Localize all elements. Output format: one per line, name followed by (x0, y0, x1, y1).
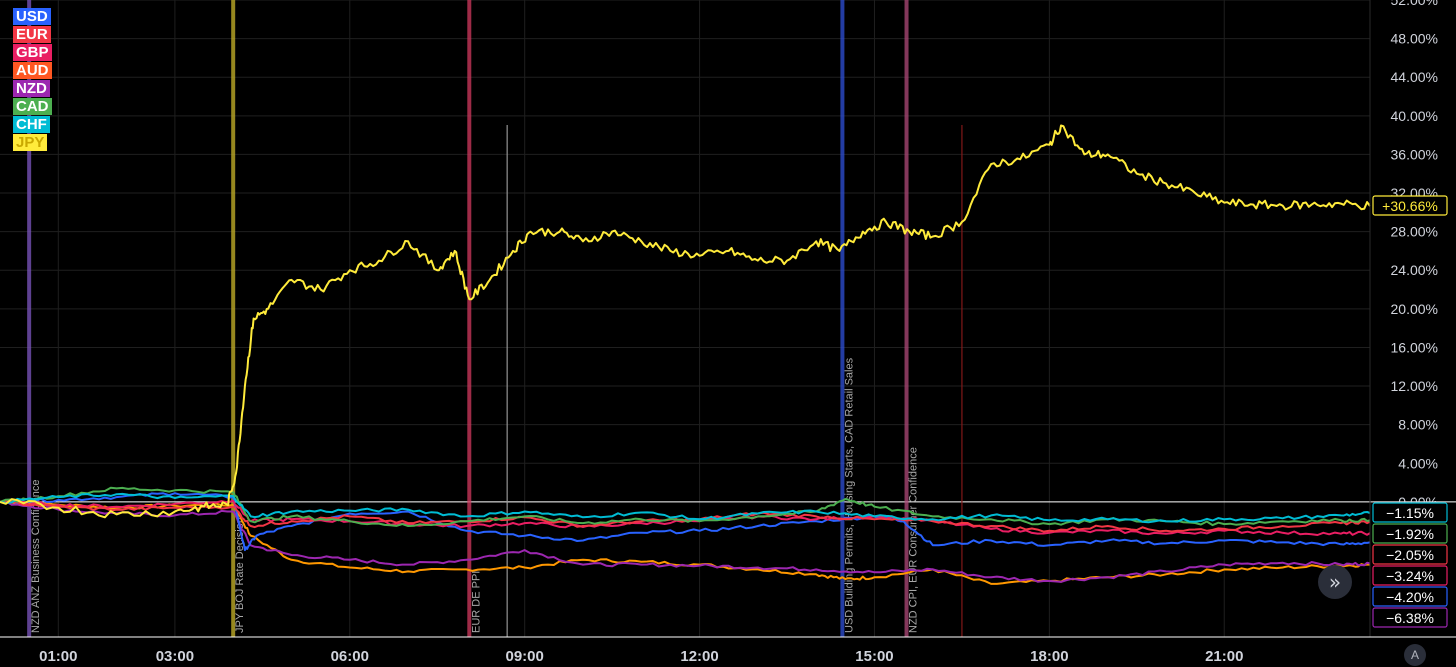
auto-scale-button[interactable]: A (1404, 644, 1426, 666)
last-value-badge (1372, 502, 1448, 523)
y-tick-label: 4.00% (1398, 455, 1438, 471)
legend-item-cad[interactable]: CAD (13, 98, 52, 115)
y-tick-label: 12.00% (1391, 378, 1438, 394)
legend-item-chf[interactable]: CHF (13, 116, 50, 133)
y-tick-label: 40.00% (1391, 108, 1438, 124)
x-tick-label: 12:00 (680, 648, 718, 665)
legend-item-gbp[interactable]: GBP (13, 44, 52, 61)
event-label: NZD CPI, EUR Consumer Confidence (908, 447, 920, 633)
last-value-badge (1372, 523, 1448, 544)
event-label: NZD ANZ Business Confidence (30, 480, 42, 633)
event-label: JPY BOJ Rate Decision (234, 517, 246, 633)
last-value-badge (1372, 195, 1448, 216)
last-value-badge (1372, 607, 1448, 628)
series-line-gbp[interactable] (0, 499, 1371, 536)
last-value-label: −4.20% (1386, 589, 1434, 605)
x-tick-label: 03:00 (156, 648, 194, 665)
legend-item-jpy[interactable]: JPY (13, 134, 48, 151)
y-tick-label: 52.00% (1391, 0, 1438, 8)
legend-item-aud[interactable]: AUD (13, 62, 52, 79)
x-tick-label: 18:00 (1030, 648, 1068, 665)
series-line-jpy[interactable] (0, 124, 1371, 519)
last-value-label: −1.92% (1386, 526, 1434, 542)
legend-item-usd[interactable]: USD (13, 8, 51, 25)
x-tick-label: 21:00 (1205, 648, 1243, 665)
last-value-badge (1372, 544, 1448, 565)
x-tick-label: 09:00 (505, 648, 543, 665)
y-tick-label: 8.00% (1398, 417, 1438, 433)
double-chevron-right-icon: » (1328, 570, 1342, 594)
series-line-chf[interactable] (0, 492, 1371, 524)
last-value-label: −6.38% (1386, 610, 1434, 626)
last-value-label: −1.15% (1386, 505, 1434, 521)
scroll-to-realtime-button[interactable]: » (1318, 565, 1352, 599)
legend-item-nzd[interactable]: NZD (13, 80, 50, 97)
auto-scale-label: A (1410, 648, 1419, 662)
series-line-usd[interactable] (0, 492, 1371, 552)
y-tick-label: 36.00% (1391, 146, 1438, 162)
last-value-label: +30.66% (1382, 198, 1438, 214)
event-label: USD Building Permits, Housing Starts, CA… (843, 357, 855, 633)
y-tick-label: 20.00% (1391, 301, 1438, 317)
event-label: EUR DE PPI (470, 571, 482, 633)
y-tick-label: 24.00% (1391, 262, 1438, 278)
series-line-cad[interactable] (0, 486, 1371, 527)
x-tick-label: 06:00 (331, 648, 369, 665)
x-tick-label: 01:00 (39, 648, 77, 665)
last-value-label: −3.24% (1386, 568, 1434, 584)
legend: USD EUR GBP AUD NZD CAD CHF JPY (13, 8, 52, 151)
legend-item-eur[interactable]: EUR (13, 26, 51, 43)
y-tick-label: 44.00% (1391, 69, 1438, 85)
y-tick-label: 48.00% (1391, 31, 1438, 47)
last-value-badge (1372, 565, 1448, 586)
last-value-badge (1372, 586, 1448, 607)
y-tick-label: 16.00% (1391, 339, 1438, 355)
y-tick-label: 28.00% (1391, 224, 1438, 240)
x-tick-label: 15:00 (855, 648, 893, 665)
last-value-label: −2.05% (1386, 547, 1434, 563)
series-line-nzd[interactable] (0, 500, 1371, 583)
